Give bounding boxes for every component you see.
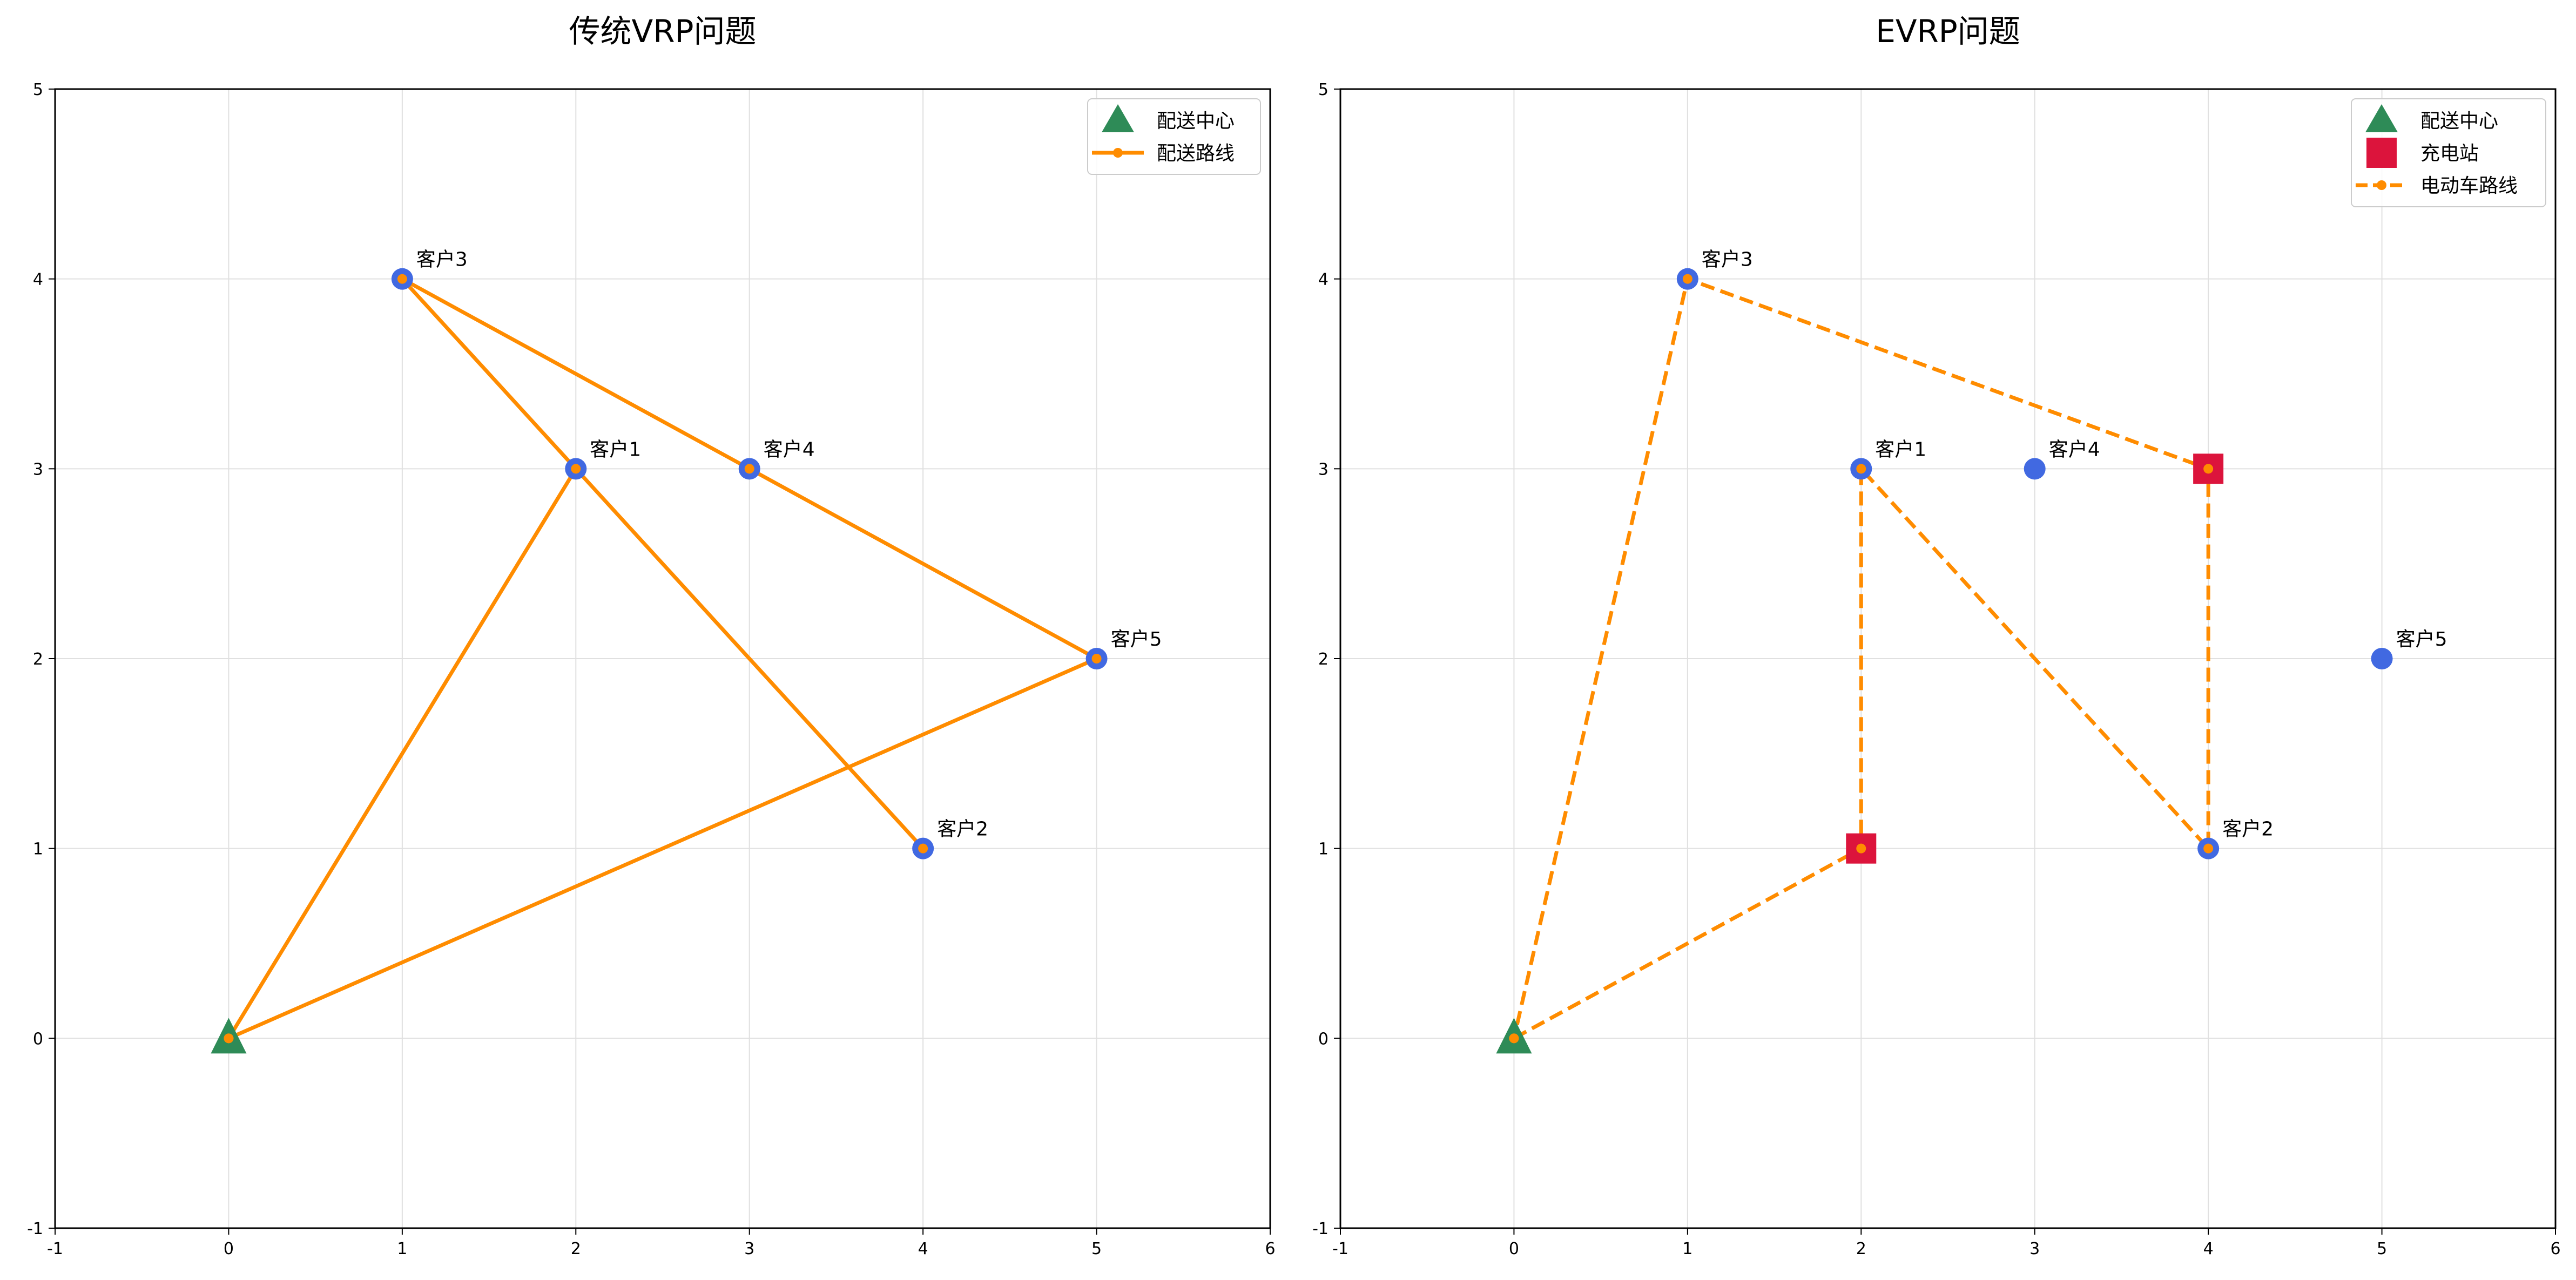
x-tick-label: 3 <box>744 1240 754 1258</box>
route-marker <box>224 1033 234 1044</box>
x-tick-label: -1 <box>1332 1240 1348 1258</box>
y-tick-label: 0 <box>1318 1030 1329 1048</box>
customer-label: 客户5 <box>1111 628 1162 651</box>
route-marker <box>1682 274 1692 284</box>
x-tick-label: 6 <box>1265 1240 1275 1258</box>
customer-label: 客户3 <box>416 249 468 271</box>
legend-frame <box>1087 98 1261 175</box>
y-tick-label: 5 <box>33 80 43 99</box>
y-tick-label: 2 <box>33 650 43 669</box>
y-tick-label: 1 <box>33 840 43 859</box>
x-tick-label: 1 <box>397 1240 407 1258</box>
customer-label: 客户2 <box>2222 818 2274 841</box>
y-tick-label: 3 <box>1318 460 1329 479</box>
x-tick-label: 6 <box>2550 1240 2560 1258</box>
customer-label: 客户1 <box>1875 438 1926 460</box>
x-tick-label: 0 <box>224 1240 234 1258</box>
y-tick-label: 1 <box>1318 840 1329 859</box>
customer-point <box>2024 458 2046 480</box>
customer-label: 客户4 <box>2049 438 2100 460</box>
y-tick-label: 5 <box>1318 80 1329 99</box>
x-tick-label: 4 <box>918 1240 928 1258</box>
y-tick-label: -1 <box>27 1220 43 1238</box>
customer-label: 客户5 <box>2396 628 2447 651</box>
x-tick-label: 3 <box>2029 1240 2040 1258</box>
route-marker <box>1856 464 1866 474</box>
customer-label: 客户4 <box>764 438 815 460</box>
route-marker <box>1856 843 1866 854</box>
route-marker <box>1509 1033 1519 1044</box>
legend-label: 配送路线 <box>1157 143 1235 165</box>
legend-route-marker <box>2377 180 2386 190</box>
y-tick-label: 3 <box>33 460 43 479</box>
legend-depot-icon <box>1102 104 1134 132</box>
x-tick-label: 2 <box>571 1240 581 1258</box>
x-tick-label: 2 <box>1856 1240 1866 1258</box>
y-tick-label: -1 <box>1312 1220 1329 1238</box>
route-marker <box>744 464 754 474</box>
legend-label: 充电站 <box>2420 143 2479 165</box>
y-tick-label: 4 <box>1318 270 1329 289</box>
axes-frame <box>54 88 1271 1229</box>
chart-title: EVRP问题 <box>1876 13 2020 50</box>
legend-depot-icon <box>2365 104 2398 132</box>
x-tick-label: 0 <box>1509 1240 1519 1258</box>
route-marker <box>2203 464 2214 474</box>
x-tick-label: -1 <box>47 1240 63 1258</box>
route-marker <box>1091 654 1102 663</box>
legend-station-icon <box>2366 138 2397 168</box>
chart-panel-1: 传统VRP问题 -1 0 1 2 3 4 5 6 -1 0 1 2 3 4 5 客户1 客户2 客户3 客户4 客户5 配… <box>27 13 1275 1258</box>
chart-panel-2: EVRP问题 -1 0 1 2 3 4 5 6 -1 0 1 2 3 4 5 客户1 客户2 客户3 客户4 客户5 配送… <box>1312 13 2560 1258</box>
x-tick-label: 1 <box>1682 1240 1692 1258</box>
legend-label: 电动车路线 <box>2420 175 2518 197</box>
axes-frame <box>1339 88 2557 1229</box>
route-marker <box>397 274 407 284</box>
chart-title: 传统VRP问题 <box>569 13 757 50</box>
x-tick-label: 4 <box>2203 1240 2214 1258</box>
legend-label: 配送中心 <box>1157 110 1235 132</box>
customer-label: 客户1 <box>590 438 641 460</box>
route-marker <box>918 843 928 854</box>
y-tick-label: 2 <box>1318 650 1329 669</box>
legend-route-marker <box>1113 148 1123 158</box>
customer-label: 客户3 <box>1702 249 1753 271</box>
route-marker <box>571 464 581 474</box>
customer-label: 客户2 <box>937 818 988 841</box>
legend-label: 配送中心 <box>2420 110 2498 132</box>
legend-frame <box>2351 98 2546 207</box>
y-tick-label: 4 <box>33 270 43 289</box>
route-marker <box>2203 843 2214 854</box>
x-tick-label: 5 <box>2377 1240 2387 1258</box>
customer-point <box>2371 648 2393 669</box>
x-tick-label: 5 <box>1091 1240 1102 1258</box>
y-tick-label: 0 <box>33 1030 43 1048</box>
